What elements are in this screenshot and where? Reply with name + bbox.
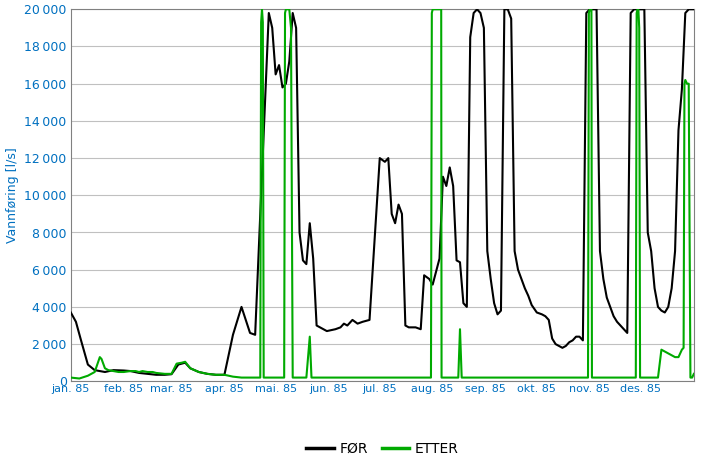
FØR (627, 10, 635, 16)
ETTER (544, 375, 553, 380)
Line: ETTER: ETTER (71, 9, 694, 379)
Legend: FØR, ETTER: FØR, ETTER (300, 437, 464, 462)
FØR (473, 7, 481, 12)
ETTER (246, 375, 254, 380)
FØR (152, 372, 161, 378)
ETTER (67, 375, 75, 380)
FØR (126, 368, 135, 374)
ETTER (690, 371, 698, 377)
ETTER (620, 375, 628, 380)
ETTER (278, 375, 287, 380)
ETTER (275, 375, 283, 380)
ETTER (75, 376, 84, 381)
FØR (690, 7, 698, 12)
ETTER (258, 7, 266, 12)
FØR (674, 127, 683, 133)
Line: FØR: FØR (71, 9, 694, 375)
FØR (67, 310, 75, 315)
Y-axis label: Vannføring [l/s]: Vannføring [l/s] (6, 147, 18, 243)
FØR (348, 317, 357, 323)
FØR (636, 7, 645, 12)
FØR (72, 319, 80, 325)
ETTER (420, 375, 428, 380)
